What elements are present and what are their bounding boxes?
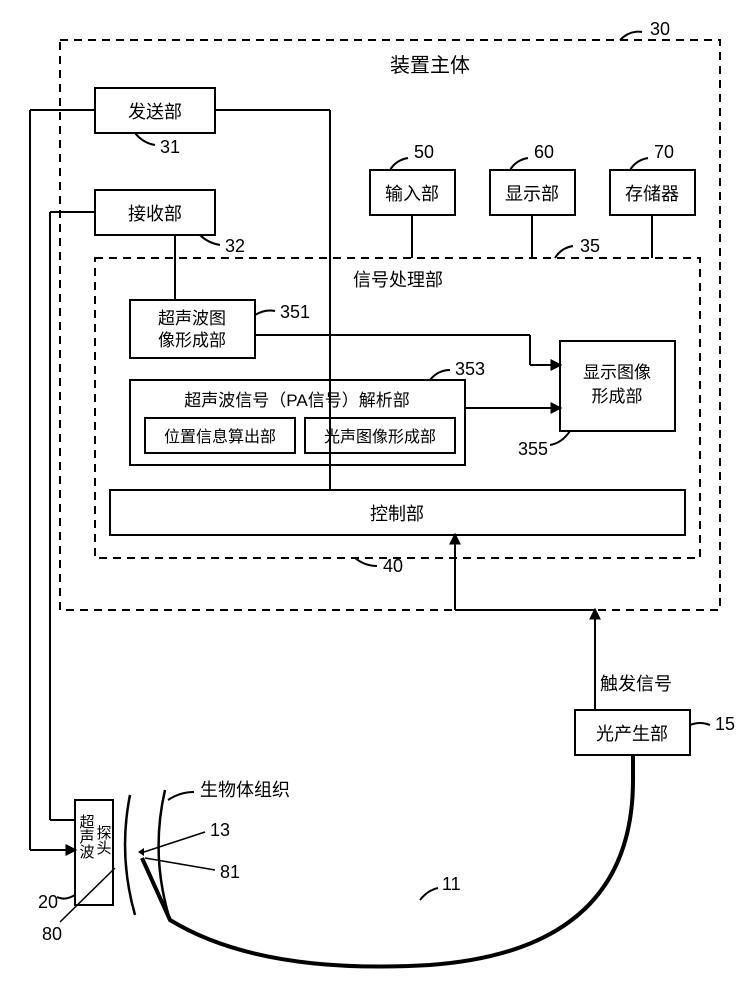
ref-60-leader [510,158,528,170]
ref-13-leader [144,832,205,852]
ref-81: 81 [220,862,240,882]
ref-81-leader [145,858,215,870]
ref-355: 355 [518,439,548,459]
ref-35-leader [555,246,573,258]
ref-20-leader [57,895,75,899]
ref-11-leader [420,888,438,900]
send-unit-label: 发送部 [128,102,182,122]
disp-image-form-l2: 形成部 [592,387,643,406]
ref-60: 60 [534,142,554,162]
probe-label-2: 探头 [95,825,112,855]
signal-proc-label: 信号处理部 [353,270,443,290]
us-image-form-l1: 超声波图 [158,309,226,328]
ref-351-leader [255,311,275,316]
ref-351: 351 [280,302,310,322]
ref-70-leader [630,158,648,170]
disp-image-form-box [560,341,675,431]
ref-32-leader [200,235,220,245]
tissue-label: 生物体组织 [200,780,290,800]
ref-353: 353 [455,359,485,379]
ref-30-leader [620,32,642,40]
inner-point-13 [138,848,144,856]
ref-13: 13 [210,820,230,840]
disp-image-form-l1: 显示图像 [583,363,651,382]
ref-355-leader [550,431,570,445]
ref-70: 70 [654,142,674,162]
ref-80-leader [60,868,115,922]
ref-40: 40 [383,556,403,576]
ref-40-leader [355,558,377,566]
ref-15: 15 [715,714,735,734]
ref-80: 80 [42,924,62,944]
ref-31: 31 [160,137,180,157]
input-unit-label: 输入部 [385,184,439,204]
display-unit-label: 显示部 [505,184,559,204]
pa-image-form-label: 光声图像形成部 [324,428,436,446]
ref-11: 11 [442,874,461,894]
ref-31-leader [135,133,155,145]
control-label: 控制部 [370,504,424,524]
ref-30: 30 [650,19,670,39]
ref-35: 35 [580,236,600,256]
tissue-leader [168,792,194,800]
recv-unit-label: 接收部 [128,204,182,224]
ref-50: 50 [414,142,434,162]
pos-calc-label: 位置信息算出部 [164,427,276,446]
main-body-label: 装置主体 [390,54,470,77]
probe-label-1: 超声波 [78,814,95,859]
tissue-arc-1 [125,795,135,915]
ref-32: 32 [225,236,245,256]
us-image-form-l2: 像形成部 [158,331,226,350]
ref-50-leader [390,158,408,170]
trigger-label: 触发信号 [600,674,672,694]
light-gen-label: 光产生部 [596,724,668,744]
ref-15-leader [690,723,710,725]
memory-label: 存储器 [625,184,679,204]
ref-353-leader [430,370,450,380]
ref-20: 20 [38,892,58,912]
pa-analysis-label: 超声波信号（PA信号）解析部 [184,391,409,410]
